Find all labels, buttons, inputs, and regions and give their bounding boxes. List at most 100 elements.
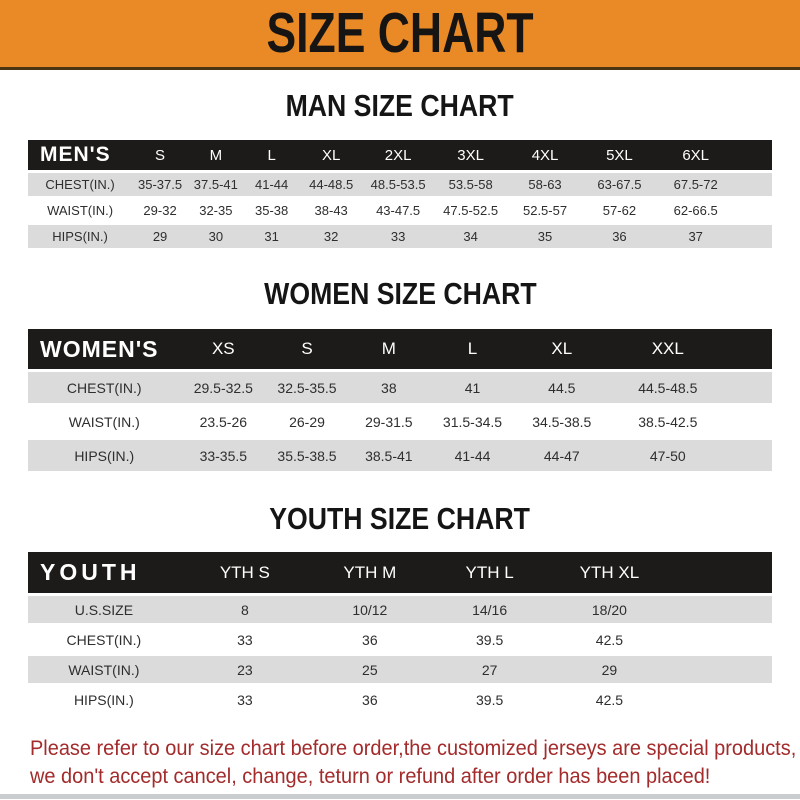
size-column-header: YTH M xyxy=(309,552,430,594)
row-label-cell: WAIST(IN.) xyxy=(28,406,181,438)
size-value-cell: 39.5 xyxy=(429,626,550,654)
size-value-cell: 32 xyxy=(299,225,363,249)
row-label-cell: CHEST(IN.) xyxy=(28,626,180,654)
size-column-header: YTH XL xyxy=(549,552,670,594)
table-title-cell: YOUTH xyxy=(28,552,180,594)
size-value-cell: 47-50 xyxy=(608,440,728,472)
size-value-cell: 37.5-41 xyxy=(187,173,244,197)
size-value-cell: 63-67.5 xyxy=(582,173,657,197)
spacer-cell xyxy=(727,329,772,370)
size-value-cell: 53.5-58 xyxy=(433,173,508,197)
size-header-row: YOUTH YTH S YTH M YTH L YTH XL xyxy=(28,552,772,594)
size-value-cell: 36 xyxy=(309,626,430,654)
size-value-cell: 36 xyxy=(309,686,430,714)
size-value-cell: 43-47.5 xyxy=(362,199,434,223)
row-label-cell: CHEST(IN.) xyxy=(28,173,133,197)
size-column-header: XL xyxy=(515,329,609,370)
size-value-cell: 44.5-48.5 xyxy=(608,372,728,404)
size-column-header: YTH L xyxy=(429,552,550,594)
measurement-row: HIPS(IN.) 29 30 31 32 33 34 35 36 37 xyxy=(28,225,772,249)
size-value-cell: 41-44 xyxy=(243,173,300,197)
size-value-cell: 48.5-53.5 xyxy=(362,173,434,197)
size-value-cell: 36 xyxy=(582,225,657,249)
size-column-header: 6XL xyxy=(656,140,735,171)
size-column-header: 2XL xyxy=(362,140,434,171)
measurement-row: WAIST(IN.) 29-32 32-35 35-38 38-43 43-47.5 47.… xyxy=(28,199,772,223)
size-value-cell: 25 xyxy=(309,656,430,684)
measurement-row: CHEST(IN.) 33 36 39.5 42.5 xyxy=(28,626,772,654)
measurement-row: HIPS(IN.) 33-35.5 35.5-38.5 38.5-41 41-44 44-… xyxy=(28,440,772,472)
size-value-cell: 41 xyxy=(429,372,516,404)
measurement-row: WAIST(IN.) 23.5-26 26-29 29-31.5 31.5-34.5 34… xyxy=(28,406,772,438)
spacer-cell xyxy=(727,372,772,404)
banner-title: SIZE CHART xyxy=(266,2,534,65)
disclaimer-line-2: we don't accept cancel, change, teturn o… xyxy=(30,765,711,788)
size-value-cell: 33-35.5 xyxy=(180,440,267,472)
size-column-header: YTH S xyxy=(179,552,310,594)
size-value-cell: 23.5-26 xyxy=(180,406,267,438)
size-value-cell: 31 xyxy=(243,225,300,249)
size-value-cell: 27 xyxy=(429,656,550,684)
spacer-cell xyxy=(727,440,772,472)
size-header-row: WOMEN'S XS S M L XL XXL xyxy=(28,329,772,370)
size-value-cell: 33 xyxy=(179,626,310,654)
disclaimer: Please refer to our size chart before or… xyxy=(0,735,800,790)
size-value-cell: 29 xyxy=(549,656,670,684)
section-youth: YOUTH SIZE CHART YOUTH YTH S YTH M YTH L YTH… xyxy=(0,502,800,716)
size-value-cell: 29.5-32.5 xyxy=(180,372,267,404)
size-column-header: M xyxy=(347,329,430,370)
size-value-cell: 23 xyxy=(179,656,310,684)
size-column-header: 3XL xyxy=(433,140,508,171)
size-value-cell: 38-43 xyxy=(299,199,363,223)
size-value-cell: 38.5-41 xyxy=(347,440,430,472)
table-title-cell: MEN'S xyxy=(28,140,133,171)
spacer-cell xyxy=(669,686,772,714)
row-label-cell: HIPS(IN.) xyxy=(28,440,181,472)
size-value-cell: 34.5-38.5 xyxy=(515,406,609,438)
row-label-cell: WAIST(IN.) xyxy=(28,199,133,223)
size-value-cell: 29-32 xyxy=(132,199,188,223)
size-column-header: M xyxy=(187,140,244,171)
size-value-cell: 35 xyxy=(507,225,583,249)
size-header-row: MEN'S S M L XL 2XL 3XL 4XL 5XL 6XL xyxy=(28,140,772,171)
size-column-header: XXL xyxy=(608,329,728,370)
size-chart-banner: SIZE CHART xyxy=(0,0,800,70)
size-column-header: L xyxy=(243,140,300,171)
size-column-header: 5XL xyxy=(582,140,657,171)
size-column-header: S xyxy=(132,140,188,171)
men-size-table: MEN'S S M L XL 2XL 3XL 4XL 5XL 6XL CHEST(IN.) 35-37… xyxy=(28,137,772,251)
measurement-row: HIPS(IN.) 33 36 39.5 42.5 xyxy=(28,686,772,714)
size-value-cell: 67.5-72 xyxy=(656,173,735,197)
size-value-cell: 44-47 xyxy=(515,440,609,472)
size-value-cell: 39.5 xyxy=(429,686,550,714)
measurement-row: U.S.SIZE 8 10/12 14/16 18/20 xyxy=(28,596,772,624)
size-value-cell: 35-38 xyxy=(243,199,300,223)
size-value-cell: 42.5 xyxy=(549,686,670,714)
row-label-cell: CHEST(IN.) xyxy=(28,372,181,404)
size-value-cell: 38.5-42.5 xyxy=(608,406,728,438)
size-column-header: XS xyxy=(180,329,267,370)
spacer-cell xyxy=(734,199,772,223)
measurement-row: WAIST(IN.) 23 25 27 29 xyxy=(28,656,772,684)
size-column-header: L xyxy=(429,329,516,370)
size-value-cell: 42.5 xyxy=(549,626,670,654)
spacer-cell xyxy=(669,656,772,684)
size-value-cell: 44.5 xyxy=(515,372,609,404)
section-women: WOMEN SIZE CHART WOMEN'S XS S M L XL XXL CHEST(… xyxy=(0,276,800,474)
size-value-cell: 14/16 xyxy=(429,596,550,624)
youth-section-heading: YOUTH SIZE CHART xyxy=(269,501,531,537)
size-value-cell: 33 xyxy=(362,225,434,249)
spacer-cell xyxy=(734,140,772,171)
size-value-cell: 47.5-52.5 xyxy=(433,199,508,223)
measurement-row: CHEST(IN.) 35-37.5 37.5-41 41-44 44-48.5 48.5… xyxy=(28,173,772,197)
bottom-edge-strip xyxy=(0,794,800,799)
size-value-cell: 38 xyxy=(347,372,430,404)
men-section-heading: MAN SIZE CHART xyxy=(285,88,515,123)
size-value-cell: 32-35 xyxy=(187,199,244,223)
size-value-cell: 44-48.5 xyxy=(299,173,363,197)
row-label-cell: HIPS(IN.) xyxy=(28,686,180,714)
size-value-cell: 31.5-34.5 xyxy=(429,406,516,438)
size-value-cell: 26-29 xyxy=(266,406,348,438)
youth-size-table: YOUTH YTH S YTH M YTH L YTH XL U.S.SIZE 8 10/12… xyxy=(28,549,772,716)
women-size-table: WOMEN'S XS S M L XL XXL CHEST(IN.) 29.5-32.5 32.5… xyxy=(28,326,772,474)
